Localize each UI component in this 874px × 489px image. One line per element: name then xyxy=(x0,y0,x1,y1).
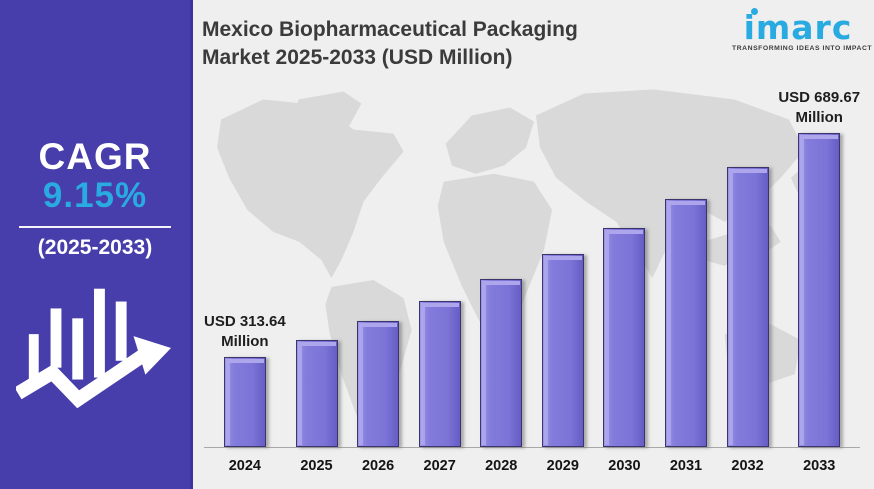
bar-slot-2033: USD 689.67 Million 2033 xyxy=(778,78,861,475)
bar-slot-2028: 2028 xyxy=(470,78,532,474)
bar-slot-2030: 2030 xyxy=(594,78,656,474)
imarc-logo: imarc TRANSFORMING IDEAS INTO IMPACT xyxy=(732,4,873,52)
year-label-2029: 2029 xyxy=(546,458,579,474)
logo-brand-text: imarc xyxy=(743,8,853,47)
value-label-2033: USD 689.67 Million xyxy=(778,88,861,126)
bar-2025 xyxy=(295,340,338,447)
year-label-2032: 2032 xyxy=(731,458,764,474)
bar-2026 xyxy=(357,321,400,447)
year-label-2031: 2031 xyxy=(669,458,703,474)
bar-slot-2024: USD 313.64 Million 2024 xyxy=(204,78,286,475)
bar-2028 xyxy=(480,279,523,447)
bar-2027 xyxy=(418,301,461,447)
cagr-value: 9.15% xyxy=(42,176,148,215)
year-label-2027: 2027 xyxy=(423,458,456,474)
year-label-2026: 2026 xyxy=(361,458,395,474)
cagr-label: CAGR xyxy=(38,136,152,177)
logo-i-dot xyxy=(750,8,758,15)
logo-tagline: TRANSFORMING IDEAS INTO IMPACT xyxy=(732,45,873,52)
growth-chart-arrow-icon xyxy=(14,274,174,417)
bar-2024 xyxy=(223,357,266,447)
bar-slot-2031: 2031 xyxy=(655,78,717,474)
bar-chart: USD 313.64 Million 2024 2025 2026 2027 2028 202… xyxy=(204,78,861,475)
bar-slot-2026: 2026 xyxy=(347,78,409,474)
bar-2029 xyxy=(541,254,584,447)
cagr-sidebar: CAGR 9.15% (2025-2033) xyxy=(0,0,193,489)
bar-2032 xyxy=(726,167,769,447)
bar-2033 xyxy=(798,133,841,447)
bar-2031 xyxy=(664,199,707,447)
bar-slot-2025: 2025 xyxy=(286,78,348,474)
page-title: Mexico Biopharmaceutical Packaging Marke… xyxy=(202,18,578,70)
cagr-period: (2025-2033) xyxy=(37,235,153,259)
bar-slot-2029: 2029 xyxy=(532,78,594,474)
year-label-2030: 2030 xyxy=(608,458,641,474)
year-label-2028: 2028 xyxy=(485,458,518,474)
value-label-2024: USD 313.64 Million xyxy=(204,312,286,350)
year-label-2033: 2033 xyxy=(803,458,836,474)
bar-slot-2032: 2032 xyxy=(717,78,779,474)
sidebar-divider xyxy=(19,225,171,228)
year-label-2024: 2024 xyxy=(228,458,261,474)
year-label-2025: 2025 xyxy=(300,458,333,474)
bar-2030 xyxy=(603,228,646,447)
bar-slot-2027: 2027 xyxy=(409,78,471,474)
